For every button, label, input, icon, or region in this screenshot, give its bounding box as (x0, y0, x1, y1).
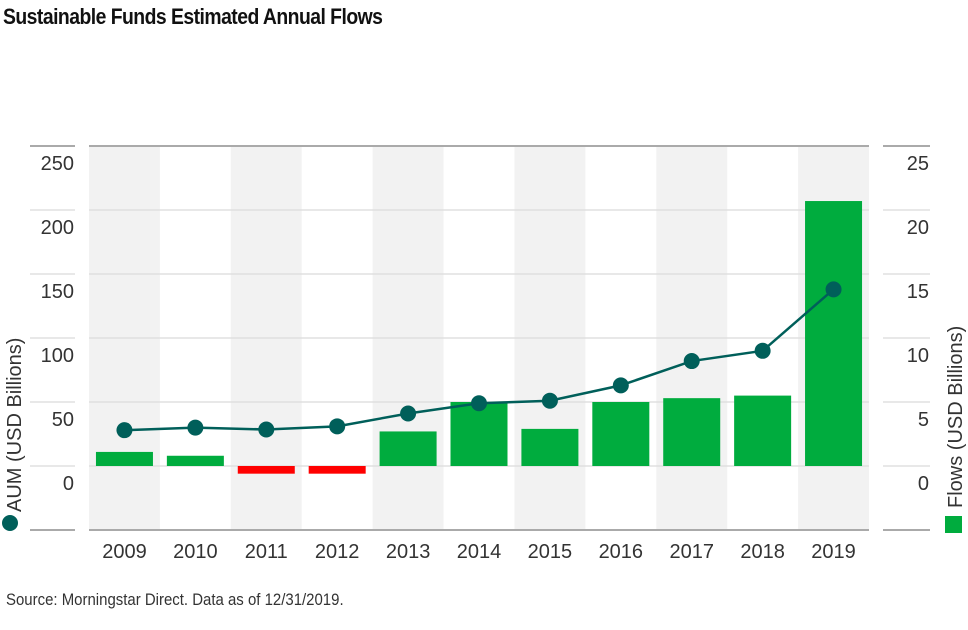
right-tick-label: 25 (907, 153, 929, 175)
aum-point-2009 (116, 422, 133, 439)
aum-point-2017 (683, 353, 700, 370)
right-tick-label: 5 (918, 409, 929, 431)
x-tick-label: 2011 (245, 541, 288, 563)
flow-bar-2009 (95, 451, 153, 466)
x-tick-label: 2014 (457, 541, 502, 563)
x-tick-label: 2018 (740, 541, 785, 563)
aum-legend-marker (2, 515, 18, 531)
flow-bar-2018 (734, 395, 792, 466)
flow-bar-2012 (308, 466, 366, 474)
x-tick-label: 2009 (102, 541, 147, 563)
flow-bar-2014 (450, 402, 508, 466)
x-tick-label: 2015 (528, 541, 573, 563)
aum-point-2015 (541, 392, 558, 409)
flow-bar-2017 (663, 398, 721, 466)
right-tick-label: 10 (907, 345, 929, 367)
aum-point-2012 (329, 418, 346, 435)
left-tick-label: 100 (41, 345, 74, 367)
x-tick-label: 2013 (386, 541, 431, 563)
left-tick-label: 50 (52, 409, 74, 431)
left-tick-label: 200 (41, 217, 74, 239)
x-tick-label: 2017 (669, 541, 714, 563)
left-tick-label: 250 (41, 153, 74, 175)
aum-point-2013 (400, 405, 417, 422)
x-tick-label: 2010 (173, 541, 218, 563)
right-tick-label: 15 (907, 281, 929, 303)
x-tick-label: 2012 (315, 541, 360, 563)
chart-title: Sustainable Funds Estimated Annual Flows (3, 4, 383, 29)
aum-point-2011 (258, 421, 275, 438)
flow-bar-2015 (521, 428, 579, 466)
flow-bar-2010 (166, 455, 224, 466)
flow-bar-2011 (237, 466, 295, 474)
aum-point-2019 (825, 281, 842, 298)
flow-bar-2013 (379, 431, 437, 466)
right-axis-label: Flows (USD Billions) (945, 326, 967, 508)
flow-bar-2016 (592, 402, 650, 466)
aum-point-2014 (471, 395, 487, 412)
left-axis-label: AUM (USD Billions) (4, 338, 26, 512)
aum-point-2018 (754, 342, 771, 359)
left-tick-label: 150 (41, 281, 74, 303)
source-note: Source: Morningstar Direct. Data as of 1… (6, 590, 344, 609)
left-tick-label: 0 (63, 473, 74, 495)
x-tick-label: 2016 (599, 541, 644, 563)
flow-bar-2019 (805, 201, 863, 467)
aum-point-2016 (612, 377, 629, 394)
right-tick-label: 20 (907, 217, 929, 239)
aum-point-2010 (187, 419, 204, 436)
x-tick-label: 2019 (811, 541, 856, 563)
flows-legend-marker (945, 516, 962, 533)
right-tick-label: 0 (918, 473, 929, 495)
